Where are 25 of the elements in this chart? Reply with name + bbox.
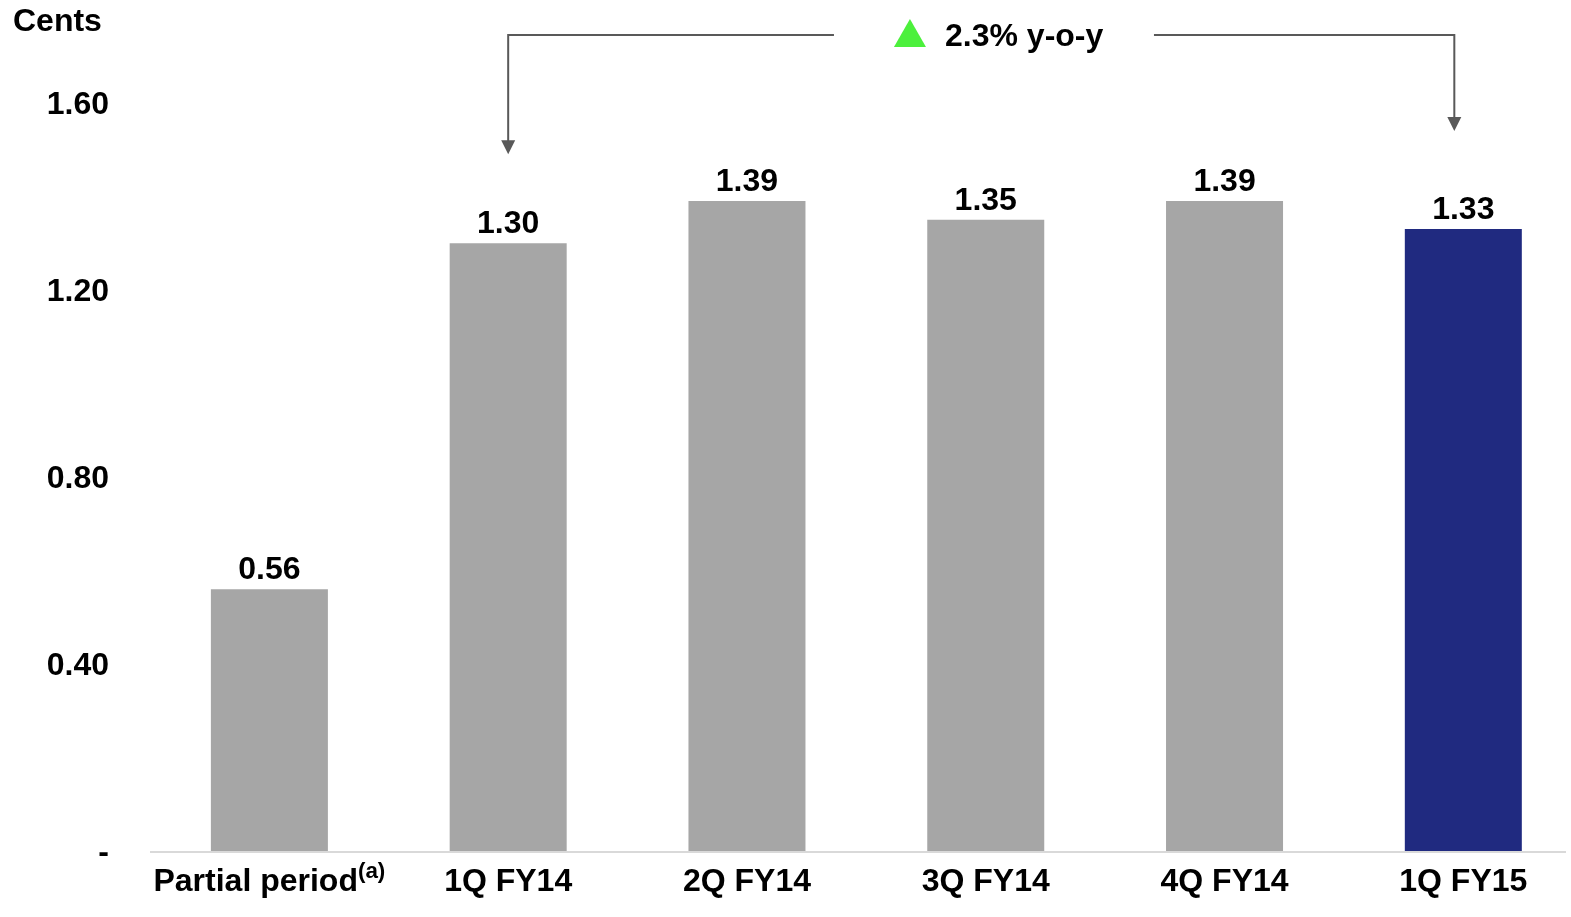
x-tick-label: 1Q FY15 <box>1399 862 1528 899</box>
data-label: 1.39 <box>1193 162 1256 199</box>
y-tick-label: - <box>98 833 109 870</box>
x-tick-label: 3Q FY14 <box>921 862 1050 899</box>
data-label: 1.33 <box>1432 190 1495 227</box>
y-tick-label: 0.80 <box>46 459 109 496</box>
bar <box>688 201 806 851</box>
x-tick-label: 2Q FY14 <box>682 862 812 899</box>
y-tick-label: 1.60 <box>46 85 109 122</box>
y-tick-label: 0.40 <box>46 646 109 683</box>
x-tick-label: Partial period$^{(a)}$ <box>153 857 386 899</box>
data-label: 0.56 <box>238 550 301 587</box>
bar <box>927 219 1045 851</box>
bar <box>210 589 328 851</box>
bar <box>1166 201 1284 851</box>
bar <box>1404 229 1522 851</box>
x-tick-label: 4Q FY14 <box>1160 862 1289 899</box>
data-label: 1.39 <box>715 162 779 199</box>
annotation: 2.3% y-o-y <box>945 17 1104 53</box>
bar <box>449 243 567 851</box>
y-tick-label: 1.20 <box>46 272 109 309</box>
data-label: 1.30 <box>477 204 540 241</box>
data-label: 1.35 <box>954 180 1017 217</box>
x-tick-label: 1Q FY14 <box>444 862 573 899</box>
y-axis-title: Cents <box>13 2 102 38</box>
